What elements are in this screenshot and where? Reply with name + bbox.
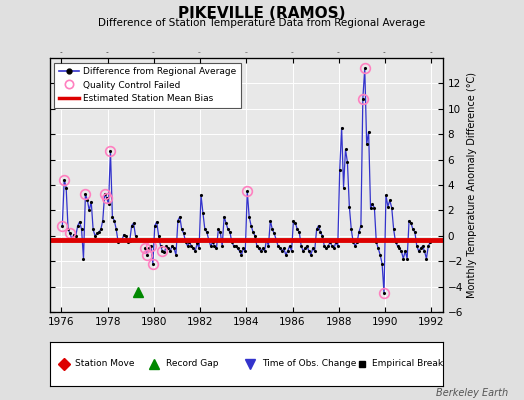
Text: Time of Obs. Change: Time of Obs. Change <box>262 360 356 368</box>
Text: Difference of Station Temperature Data from Regional Average: Difference of Station Temperature Data f… <box>99 18 425 28</box>
Text: Berkeley Earth: Berkeley Earth <box>436 388 508 398</box>
Text: Empirical Break: Empirical Break <box>372 360 443 368</box>
Text: PIKEVILLE (RAMOS): PIKEVILLE (RAMOS) <box>178 6 346 21</box>
Text: Record Gap: Record Gap <box>166 360 218 368</box>
Text: Station Move: Station Move <box>75 360 135 368</box>
Legend: Difference from Regional Average, Quality Control Failed, Estimated Station Mean: Difference from Regional Average, Qualit… <box>54 62 241 108</box>
Y-axis label: Monthly Temperature Anomaly Difference (°C): Monthly Temperature Anomaly Difference (… <box>467 72 477 298</box>
